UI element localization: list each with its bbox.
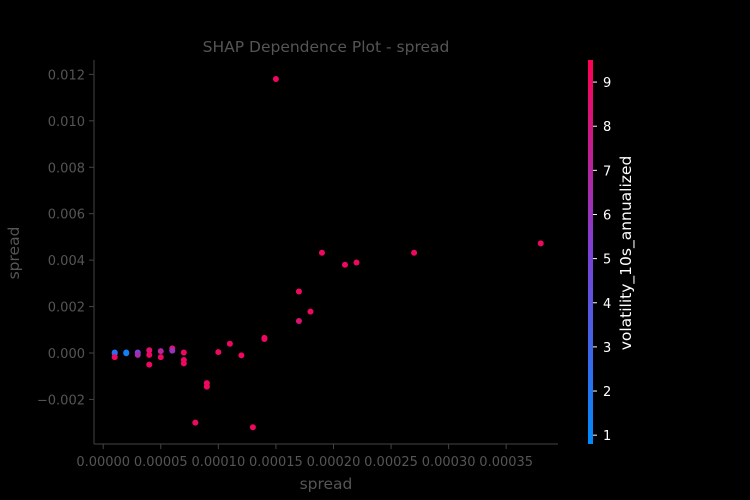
scatter-point [411, 249, 418, 256]
scatter-point [123, 350, 130, 357]
y-axis-label: spread [5, 227, 23, 280]
scatter-point [215, 349, 222, 356]
x-axis-label: spread [300, 475, 353, 493]
scatter-point [537, 240, 544, 247]
scatter-point [146, 347, 153, 354]
colorbar-tick-label: 9 [603, 76, 611, 91]
y-tick-label: 0.002 [48, 301, 85, 316]
scatter-point [157, 354, 164, 361]
x-axis-ticks: 0.00000 0.00005 0.00010 0.00015 0.00020 0.000… [76, 444, 533, 470]
colorbar-ticks: 1 2 3 4 5 6 7 8 9 [593, 76, 611, 444]
y-tick-label: 0.004 [48, 254, 85, 269]
plot-area: −0.002 0.000 0.002 0.004 0.006 0.008 0.010 0.01… [37, 60, 558, 470]
x-tick-label: 0.00020 [307, 455, 361, 470]
scatter-point [341, 261, 348, 268]
y-tick-label: 0.010 [48, 115, 85, 130]
colorbar-tick-label: 7 [603, 164, 611, 179]
colorbar-tick-label: 6 [603, 208, 611, 223]
x-tick-label: 0.00005 [134, 455, 188, 470]
scatter-point [272, 76, 279, 83]
colorbar-tick-label: 8 [603, 120, 611, 135]
scatter-point [318, 249, 325, 256]
colorbar-tick-label: 1 [603, 429, 611, 444]
x-tick-label: 0.00015 [249, 455, 303, 470]
scatter-point [180, 360, 187, 367]
chart-title: SHAP Dependence Plot - spread [203, 38, 450, 56]
colorbar-label: volatility_10s_annualized [617, 156, 636, 351]
x-tick-label: 0.00030 [422, 455, 476, 470]
scatter-point [226, 340, 233, 347]
scatter-point [238, 352, 245, 359]
scatter-point [295, 288, 302, 295]
x-tick-label: 0.00035 [479, 455, 533, 470]
scatter-point [111, 354, 118, 361]
scatter-point [249, 424, 256, 431]
y-tick-label: 0.012 [48, 68, 85, 83]
scatter-points [111, 76, 544, 431]
y-tick-label: −0.002 [37, 393, 85, 408]
y-axis-ticks: −0.002 0.000 0.002 0.004 0.006 0.008 0.010 0.01… [37, 68, 94, 408]
colorbar-tick-label: 2 [603, 385, 611, 400]
scatter-point [134, 351, 141, 358]
colorbar-tick-label: 5 [603, 253, 611, 268]
y-tick-label: 0.000 [48, 347, 85, 362]
scatter-point [169, 347, 176, 354]
scatter-point [295, 317, 302, 324]
scatter-point [146, 361, 153, 368]
x-tick-label: 0.00025 [364, 455, 418, 470]
x-tick-label: 0.00010 [191, 455, 245, 470]
scatter-point [203, 383, 210, 390]
scatter-point [157, 348, 164, 355]
colorbar-gradient [588, 60, 593, 444]
colorbar: 1 2 3 4 5 6 7 8 9 volatility_10s_annualized [588, 60, 636, 444]
scatter-point [146, 351, 153, 358]
colorbar-tick-label: 3 [603, 341, 611, 356]
colorbar-tick-label: 4 [603, 297, 611, 312]
scatter-point [192, 419, 199, 426]
x-tick-label: 0.00000 [76, 455, 130, 470]
y-tick-label: 0.008 [48, 161, 85, 176]
scatter-point [261, 334, 268, 341]
scatter-point [353, 259, 360, 266]
scatter-point [307, 308, 314, 315]
scatter-point [180, 349, 187, 356]
y-tick-label: 0.006 [48, 208, 85, 223]
